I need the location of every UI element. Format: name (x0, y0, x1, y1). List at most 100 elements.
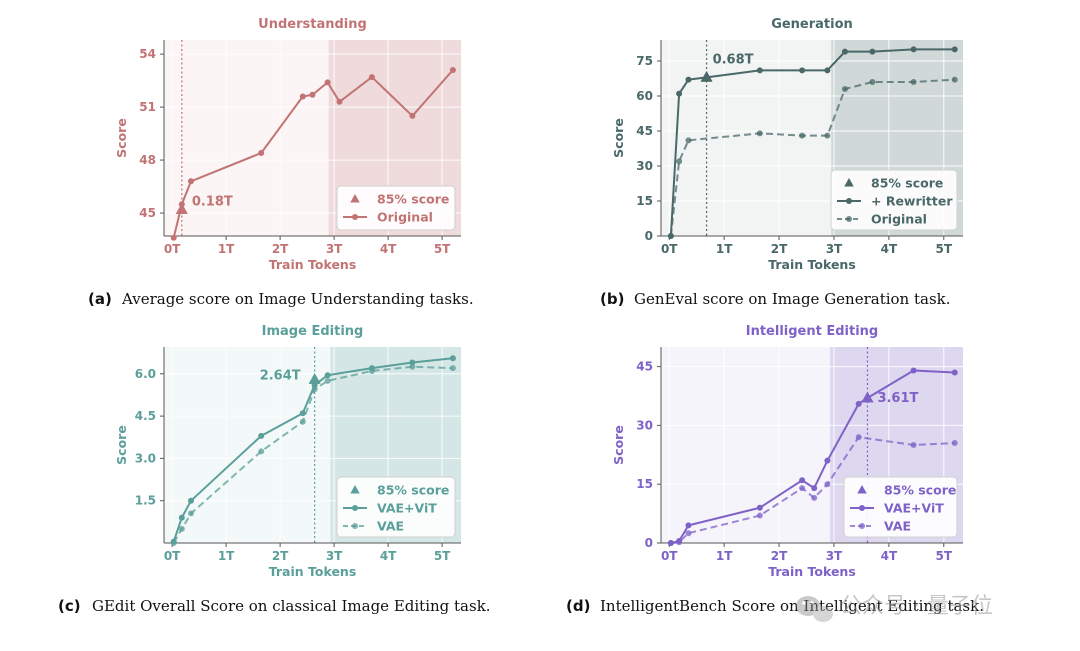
series-line-2 (172, 365, 453, 544)
legend-point-symbol (846, 216, 852, 222)
x-tick-label: 2T (771, 242, 788, 256)
legend-point-symbol (352, 523, 358, 529)
series-line-2 (670, 436, 955, 544)
y-axis-label: Score (611, 425, 626, 465)
data-point (667, 540, 674, 546)
data-point (299, 418, 306, 425)
x-tick-label: 3T (826, 242, 843, 256)
chart-panel-2: 0 15 30 45 60 75 0T 1T 2T 3T 4T 5T Generation Train T… (611, 17, 963, 272)
chart-panel-4: 0 15 30 45 0T 1T 2T 3T 4T 5T Intelligent Editing Tr… (611, 324, 963, 579)
data-point (188, 497, 194, 504)
data-point (910, 46, 917, 53)
legend-label: 85% score (884, 483, 956, 498)
y-tick-label: 51 (139, 100, 156, 114)
legend-point-symbol (352, 505, 358, 511)
legend: 85% score Original (336, 185, 456, 231)
data-point (409, 359, 416, 366)
data-point (449, 67, 456, 74)
data-point (799, 477, 806, 484)
data-point (676, 158, 683, 165)
data-point (258, 448, 265, 455)
data-point (368, 367, 375, 374)
legend-box (336, 185, 456, 231)
y-axis-label: Score (114, 118, 129, 158)
x-tick-label: 1T (716, 242, 733, 256)
data-point (409, 112, 416, 119)
y-tick-label: 4.5 (135, 409, 156, 423)
caption-c-text: GEdit Overall Score on classical Image E… (92, 597, 491, 615)
x-tick-label: 1T (218, 242, 235, 256)
threshold-marker (308, 372, 321, 384)
y-tick-label: 3.0 (135, 451, 156, 465)
data-point (869, 79, 876, 85)
x-tick-label: 4T (881, 242, 898, 256)
data-point (188, 178, 194, 185)
caption-c: (c) GEdit Overall Score on classical Ima… (58, 597, 491, 615)
caption-d-tag: (d) (566, 597, 590, 615)
y-axis-label: Score (114, 425, 129, 465)
x-axis-label: Train Tokens (269, 257, 357, 272)
caption-a-text: Average score on Image Understanding tas… (121, 290, 474, 308)
data-point (824, 457, 831, 464)
watermark: 公众号 · 量子位 (796, 594, 993, 622)
x-axis-label: Train Tokens (269, 564, 357, 579)
data-point (799, 67, 806, 74)
y-tick-label: 15 (636, 477, 653, 491)
x-tick-label: 1T (716, 549, 733, 563)
y-tick-label: 0 (645, 229, 653, 243)
data-point (258, 150, 265, 157)
chart-title: Generation (771, 17, 853, 32)
y-tick-label: 6.0 (135, 367, 156, 381)
caption-c-tag: (c) (58, 597, 81, 615)
x-tick-label: 3T (826, 549, 843, 563)
data-point (336, 98, 343, 105)
data-point (368, 74, 375, 81)
data-point (188, 510, 194, 517)
data-point (311, 386, 318, 393)
threshold-label: 3.61T (877, 391, 918, 406)
legend-label: VAE (377, 519, 404, 534)
legend-point-symbol (859, 505, 865, 511)
caption-d-text: IntelligentBench Score on Intelligent Ed… (600, 597, 984, 615)
caption-d: (d) IntelligentBench Score on Intelligen… (566, 597, 984, 615)
x-tick-label: 0T (661, 242, 678, 256)
threshold-label: 0.68T (713, 52, 754, 67)
data-point (667, 233, 674, 239)
data-point (299, 410, 306, 417)
y-tick-label: 75 (636, 54, 653, 68)
legend-point-symbol (352, 214, 358, 220)
threshold-label: 0.18T (192, 195, 233, 210)
data-point (951, 369, 958, 376)
data-point (676, 90, 683, 97)
x-tick-label: 4T (380, 549, 397, 563)
data-point (324, 79, 331, 86)
legend-label: + Rewritter (871, 194, 953, 209)
data-point (841, 86, 848, 92)
data-point (841, 48, 848, 55)
x-tick-label: 5T (936, 242, 953, 256)
x-tick-label: 0T (661, 549, 678, 563)
legend-marker-symbol (844, 178, 854, 187)
legend-box (843, 476, 958, 538)
data-point (799, 132, 806, 139)
legend-label: 85% score (377, 483, 449, 498)
data-point (799, 485, 806, 492)
data-point (409, 363, 416, 370)
legend: 85% score VAE+ViT VAE (843, 476, 958, 538)
chart-panel-3: 1.5 3.0 4.5 6.0 0T 1T 2T 3T 4T 5T Image Editing Tra… (114, 324, 461, 579)
y-tick-label: 45 (636, 124, 653, 138)
data-point (910, 367, 917, 374)
x-tick-label: 5T (434, 549, 451, 563)
data-point (170, 540, 177, 546)
y-tick-label: 45 (139, 206, 156, 220)
data-point (324, 372, 331, 379)
caption-b-text: GenEval score on Image Generation task. (634, 290, 951, 308)
legend-label: VAE+ViT (884, 501, 944, 516)
legend-marker-symbol (350, 485, 360, 494)
legend-label: Original (871, 212, 927, 227)
y-tick-label: 45 (636, 360, 653, 374)
y-tick-label: 30 (636, 418, 653, 432)
y-tick-label: 1.5 (135, 494, 156, 508)
x-tick-label: 3T (326, 242, 343, 256)
